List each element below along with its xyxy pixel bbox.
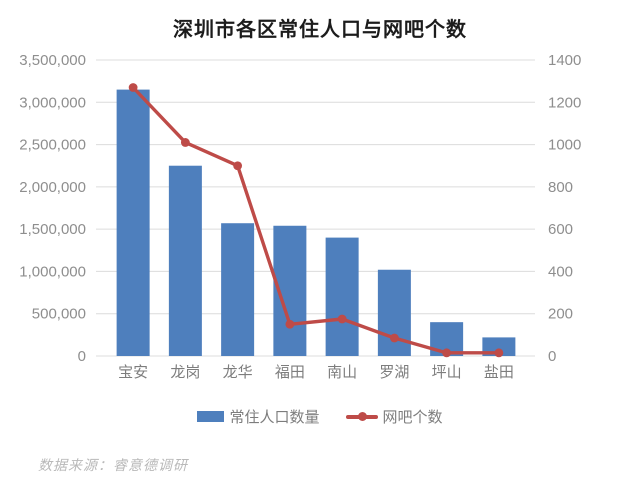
x-axis-label: 宝安	[118, 364, 148, 381]
chart-legend: 常住人口数量 网吧个数	[0, 406, 640, 427]
left-axis-tick: 3,000,000	[19, 94, 86, 111]
legend-label-population: 常住人口数量	[229, 409, 320, 426]
bar	[116, 89, 150, 356]
right-axis-tick: 1400	[548, 52, 581, 69]
line-point	[389, 333, 399, 343]
line-point	[180, 138, 190, 147]
line-point	[285, 319, 295, 329]
right-axis-tick: 800	[548, 179, 573, 196]
bar	[168, 165, 202, 356]
line-point	[494, 348, 504, 358]
legend-label-netbars: 网吧个数	[382, 409, 443, 426]
legend-item-netbars: 网吧个数	[345, 406, 443, 427]
right-axis-tick: 600	[548, 221, 573, 238]
left-axis-tick: 1,500,000	[19, 221, 86, 238]
right-axis-tick: 200	[548, 306, 573, 323]
left-axis-tick: 3,500,000	[19, 52, 86, 69]
legend-line-dot-icon	[357, 411, 367, 421]
x-axis-label: 罗湖	[379, 364, 409, 381]
left-axis-tick: 1,000,000	[19, 263, 86, 280]
left-axis-tick: 2,500,000	[19, 137, 86, 154]
x-axis-label: 龙华	[223, 364, 253, 381]
x-axis-label: 坪山	[432, 364, 462, 381]
bar	[325, 237, 359, 356]
left-axis-tick: 500,000	[32, 306, 86, 323]
x-axis-label: 盐田	[484, 364, 514, 381]
right-axis-tick: 400	[548, 263, 573, 280]
chart-title: 深圳市各区常住人口与网吧个数	[173, 19, 467, 41]
x-axis-label: 龙岗	[170, 364, 200, 381]
right-axis-tick: 1000	[548, 137, 581, 154]
bar	[221, 223, 255, 356]
right-axis-tick: 1200	[548, 94, 581, 111]
line-point	[337, 314, 347, 324]
data-source-note: 数据来源：睿意德调研	[38, 457, 188, 473]
left-axis-tick: 2,000,000	[19, 179, 86, 196]
left-axis-tick: 0	[78, 348, 86, 365]
x-axis-label: 福田	[275, 364, 305, 381]
line-point	[233, 161, 243, 171]
line-point	[442, 348, 452, 358]
legend-item-population: 常住人口数量	[197, 406, 320, 427]
x-axis-label: 南山	[327, 364, 357, 381]
line-point	[128, 83, 138, 92]
right-axis-tick: 0	[548, 348, 556, 365]
legend-bar-swatch	[197, 411, 225, 422]
line-series	[131, 86, 499, 355]
legend-line-swatch	[345, 411, 378, 421]
